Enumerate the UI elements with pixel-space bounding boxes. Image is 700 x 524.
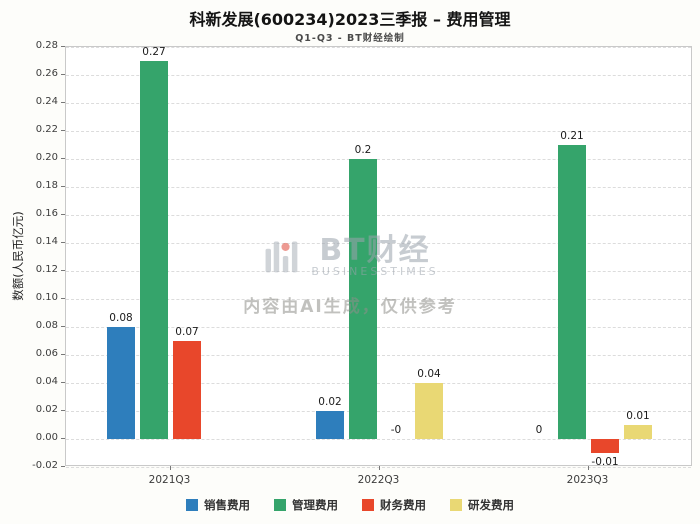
y-tick-label: 0.02 <box>35 404 58 415</box>
y-tick-mark <box>61 270 65 271</box>
y-tick-label: 0.16 <box>35 208 58 219</box>
bar-value-label: 0.08 <box>109 312 133 324</box>
y-tick-label: 0.00 <box>35 432 58 443</box>
gridline <box>66 383 691 384</box>
y-tick-mark <box>61 410 65 411</box>
legend-swatch <box>362 499 374 511</box>
bar <box>140 61 168 439</box>
bar <box>349 159 377 439</box>
legend-label: 财务费用 <box>380 498 426 512</box>
y-axis-label: 数额(人民币亿元) <box>11 211 25 301</box>
gridline <box>66 243 691 244</box>
legend-item: 财务费用 <box>362 497 426 513</box>
x-tick-mark <box>378 466 380 470</box>
y-tick-mark <box>61 354 65 355</box>
y-tick-label: 0.10 <box>35 292 58 303</box>
bar-value-label: 0 <box>535 424 543 436</box>
y-tick-mark <box>61 130 65 131</box>
chart-title: 科新发展(600234)2023三季报 – 费用管理 <box>189 10 511 29</box>
gridline <box>66 299 691 300</box>
legend-item: 销售费用 <box>186 497 250 513</box>
y-tick-label: 0.08 <box>35 320 58 331</box>
y-tick-mark <box>61 326 65 327</box>
gridline <box>66 327 691 328</box>
bar-value-label: 0.21 <box>560 130 584 142</box>
legend-swatch <box>186 499 198 511</box>
legend-item: 研发费用 <box>450 497 514 513</box>
gridline <box>66 271 691 272</box>
y-tick-label: 0.26 <box>35 68 58 79</box>
x-tick-label: 2023Q3 <box>566 474 609 486</box>
y-tick-label: 0.06 <box>35 348 58 359</box>
y-tick-label: 0.12 <box>35 264 58 275</box>
gridline <box>66 159 691 160</box>
y-tick-mark <box>61 186 65 187</box>
plot-area: 0.08 0.27 0.07 0.02 0.2 -0 0.04 0 0.21 -0.01 0.01 <box>65 46 692 468</box>
legend-swatch <box>274 499 286 511</box>
bar-value-label: 0.27 <box>142 46 166 58</box>
legend-label: 研发费用 <box>468 498 514 512</box>
x-tick-mark <box>169 466 171 470</box>
y-tick-mark <box>61 466 65 467</box>
bar <box>624 425 652 439</box>
x-tick-label: 2021Q3 <box>148 474 191 486</box>
chart-subtitle: Q1-Q3 - BT财经绘制 <box>295 33 405 44</box>
bar <box>107 327 135 439</box>
bar-value-label: 0.07 <box>175 326 199 338</box>
gridline <box>66 131 691 132</box>
gridline <box>66 75 691 76</box>
gridline <box>66 103 691 104</box>
y-tick-label: 0.24 <box>35 96 58 107</box>
bar <box>316 411 344 439</box>
gridline <box>66 215 691 216</box>
legend-label: 管理费用 <box>292 498 338 512</box>
bar-value-label: -0 <box>390 424 402 436</box>
gridline <box>66 411 691 412</box>
gridline <box>66 47 691 48</box>
y-tick-label: 0.20 <box>35 152 58 163</box>
bar-value-label: 0.02 <box>318 396 342 408</box>
y-tick-label: -0.02 <box>32 460 58 471</box>
gridline <box>66 355 691 356</box>
bar <box>591 439 619 453</box>
y-tick-label: 0.22 <box>35 124 58 135</box>
bar-value-label: 0.01 <box>626 410 650 422</box>
gridline <box>66 439 691 440</box>
y-tick-label: 0.28 <box>35 40 58 51</box>
y-tick-mark <box>61 46 65 47</box>
bar-value-label: 0.04 <box>417 368 441 380</box>
bar <box>415 383 443 439</box>
legend-item: 管理费用 <box>274 497 338 513</box>
legend-label: 销售费用 <box>204 498 250 512</box>
bar-value-label: 0.2 <box>354 144 372 156</box>
y-tick-mark <box>61 298 65 299</box>
y-tick-label: 0.14 <box>35 236 58 247</box>
x-tick-label: 2022Q3 <box>357 474 400 486</box>
y-tick-mark <box>61 438 65 439</box>
bar <box>558 145 586 439</box>
y-tick-label: 0.04 <box>35 376 58 387</box>
y-tick-mark <box>61 158 65 159</box>
bar-value-label: -0.01 <box>591 456 619 468</box>
legend-swatch <box>450 499 462 511</box>
x-tick-mark <box>587 466 589 470</box>
y-tick-mark <box>61 214 65 215</box>
y-tick-mark <box>61 242 65 243</box>
bar <box>173 341 201 439</box>
legend: 销售费用 管理费用 财务费用 研发费用 <box>0 497 700 513</box>
y-tick-label: 0.18 <box>35 180 58 191</box>
y-tick-mark <box>61 74 65 75</box>
gridline <box>66 187 691 188</box>
y-tick-mark <box>61 382 65 383</box>
y-tick-mark <box>61 102 65 103</box>
